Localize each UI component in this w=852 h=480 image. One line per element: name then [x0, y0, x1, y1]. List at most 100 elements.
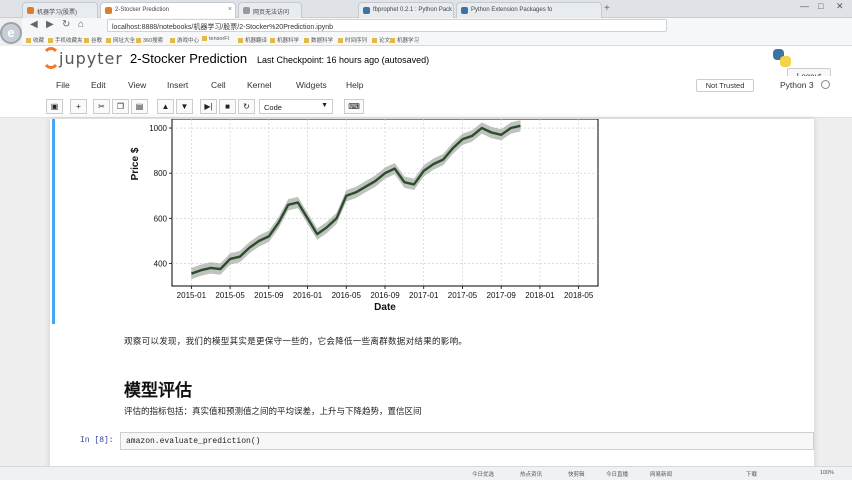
- tab-label: 机器学习(股票): [37, 10, 77, 16]
- bookmark-item[interactable]: 网址大全: [106, 36, 135, 44]
- tab-label: 2-Stocker Prediction: [115, 7, 170, 13]
- address-bar[interactable]: localhost:8888/notebooks/机器学习/股票/2-Stock…: [107, 19, 667, 32]
- tab-ml-stocks[interactable]: 机器学习(股票): [22, 2, 98, 18]
- browser-status-bar: 今日优选 热点资讯 快剪辑 今日直播 网易新闻 下载 100%: [0, 466, 852, 480]
- x-tick-label: 2015-09: [254, 291, 284, 300]
- bookmark-item[interactable]: 时间序列: [338, 36, 367, 44]
- bookmark-item[interactable]: 数据科学: [304, 36, 333, 44]
- tab-favicon-icon: [461, 7, 468, 14]
- y-tick-label: 800: [154, 169, 168, 178]
- bookmark-item[interactable]: 手机收藏夹: [48, 36, 83, 44]
- add-cell-icon[interactable]: +: [70, 99, 87, 114]
- x-tick-label: 2018-05: [564, 291, 594, 300]
- bookmark-item[interactable]: 收藏: [26, 36, 44, 44]
- x-tick-label: 2017-09: [487, 291, 517, 300]
- menu-view[interactable]: View: [128, 80, 147, 90]
- forward-icon[interactable]: ▶: [46, 19, 54, 30]
- tab-favicon-icon: [243, 7, 250, 14]
- jupyter-ring-icon: [42, 47, 60, 69]
- status-item[interactable]: 100%: [820, 470, 835, 476]
- bookmark-item[interactable]: tensorFl: [202, 36, 229, 42]
- bookmark-item[interactable]: 机器翻译: [238, 36, 267, 44]
- x-tick-label: 2017-05: [448, 291, 478, 300]
- menu-bar: File Edit View Insert Cell Kernel Widget…: [0, 76, 852, 96]
- tab-favicon-icon: [363, 7, 370, 14]
- status-item[interactable]: 今日优选: [472, 472, 495, 478]
- menu-cell[interactable]: Cell: [211, 80, 226, 90]
- browser-tab-bar: 机器学习(股票) 2-Stocker Prediction × 网页无法访问 fb…: [0, 0, 852, 18]
- maximize-icon[interactable]: □: [818, 1, 824, 11]
- browser-logo-icon: e: [0, 22, 22, 44]
- jupyter-logo[interactable]: jupyter: [42, 47, 123, 69]
- menu-widgets[interactable]: Widgets: [296, 80, 327, 90]
- y-tick-label: 400: [154, 259, 168, 268]
- status-item[interactable]: 热点资讯: [520, 472, 543, 478]
- menu-edit[interactable]: Edit: [91, 80, 106, 90]
- status-item[interactable]: 今日直播: [606, 472, 629, 478]
- back-icon[interactable]: ◀: [30, 19, 38, 30]
- bookmark-item[interactable]: 机器科学: [270, 36, 299, 44]
- chevron-down-icon: ▼: [321, 102, 328, 109]
- keyboard-icon[interactable]: ⌨: [344, 99, 364, 114]
- move-up-icon[interactable]: ▲: [157, 99, 174, 114]
- cut-icon[interactable]: ✂: [93, 99, 110, 114]
- tab-stocker-prediction[interactable]: 2-Stocker Prediction ×: [100, 2, 236, 18]
- bookmark-item[interactable]: 谷歌: [84, 36, 102, 44]
- bookmark-item[interactable]: 360搜索: [136, 36, 163, 44]
- cell-type-value: Code: [264, 103, 282, 112]
- run-icon[interactable]: ▶|: [200, 99, 217, 114]
- y-tick-label: 1000: [149, 124, 167, 133]
- address-row: ◀ ▶ ↻ ⌂ localhost:8888/notebooks/机器学习/股票…: [22, 18, 852, 34]
- copy-icon[interactable]: ❐: [112, 99, 129, 114]
- stop-icon[interactable]: ■: [219, 99, 236, 114]
- menu-insert[interactable]: Insert: [167, 80, 189, 90]
- new-tab-button[interactable]: +: [604, 3, 610, 14]
- tab-label: Python Extension Packages fo: [471, 7, 553, 13]
- x-axis-label: Date: [374, 302, 396, 313]
- bookmark-item[interactable]: 机器学习: [390, 36, 419, 44]
- selected-cell-indicator: [52, 119, 55, 324]
- trust-button[interactable]: Not Trusted: [696, 79, 754, 92]
- tab-page-unavailable[interactable]: 网页无法访问: [238, 2, 302, 18]
- jupyter-logo-text: jupyter: [59, 49, 123, 68]
- x-tick-label: 2015-05: [215, 291, 245, 300]
- checkpoint-status: Last Checkpoint: 16 hours ago (autosaved…: [257, 55, 430, 65]
- code-cell-input[interactable]: amazon.evaluate_prediction(): [120, 432, 814, 450]
- python-logo-icon: [773, 49, 791, 67]
- status-item[interactable]: 下载: [746, 472, 758, 478]
- kernel-status-icon: [821, 80, 830, 89]
- uncertainty-band: [191, 120, 521, 280]
- tab-fbprophet[interactable]: fbprophet 0.2.1 : Python Pack: [358, 2, 454, 18]
- price-line: [190, 124, 521, 275]
- menu-help[interactable]: Help: [346, 80, 364, 90]
- paste-icon[interactable]: ▤: [131, 99, 148, 114]
- markdown-metrics: 评估的指标包括：真实值和预测值之间的平均误差，上升与下降趋势，置信区间: [124, 406, 422, 416]
- bookmarks-bar: 收藏 手机收藏夹 谷歌 网址大全 360搜索 游戏中心 tensorFl 机器翻…: [22, 34, 852, 46]
- tab-favicon-icon: [105, 7, 112, 14]
- bookmark-item[interactable]: 游戏中心: [170, 36, 199, 44]
- move-down-icon[interactable]: ▼: [176, 99, 193, 114]
- y-axis-label: Price $: [130, 147, 141, 180]
- menu-kernel[interactable]: Kernel: [247, 80, 272, 90]
- menu-file[interactable]: File: [56, 80, 70, 90]
- tab-close-icon[interactable]: ×: [227, 6, 232, 13]
- x-tick-label: 2016-09: [370, 291, 400, 300]
- notebook-title[interactable]: 2-Stocker Prediction: [130, 51, 248, 66]
- reload-icon[interactable]: ↻: [62, 19, 71, 30]
- status-item[interactable]: 快剪辑: [568, 472, 585, 478]
- cell-type-select[interactable]: Code ▼: [259, 99, 333, 114]
- status-item[interactable]: 网易新闻: [650, 472, 673, 478]
- close-window-icon[interactable]: ✕: [836, 1, 844, 11]
- tab-label: fbprophet 0.2.1 : Python Pack: [373, 7, 453, 13]
- tab-python-extension[interactable]: Python Extension Packages fo: [456, 2, 602, 18]
- restart-icon[interactable]: ↻: [238, 99, 255, 114]
- jupyter-header: [0, 46, 852, 76]
- save-icon[interactable]: ▣: [46, 99, 63, 114]
- price-chart: 2015-01 2015-05 2015-09 2016-01 2016-05 2016-…: [130, 119, 599, 313]
- bookmark-item[interactable]: 论文: [372, 36, 390, 44]
- markdown-observation: 观察可以发现，我们的模型其实是更保守一些的，它会降低一些离群数据对结果的影响。: [124, 336, 468, 346]
- home-icon[interactable]: ⌂: [78, 19, 85, 30]
- section-heading: 模型评估: [124, 381, 192, 400]
- y-tick-label: 600: [154, 214, 168, 223]
- minimize-icon[interactable]: —: [800, 1, 809, 11]
